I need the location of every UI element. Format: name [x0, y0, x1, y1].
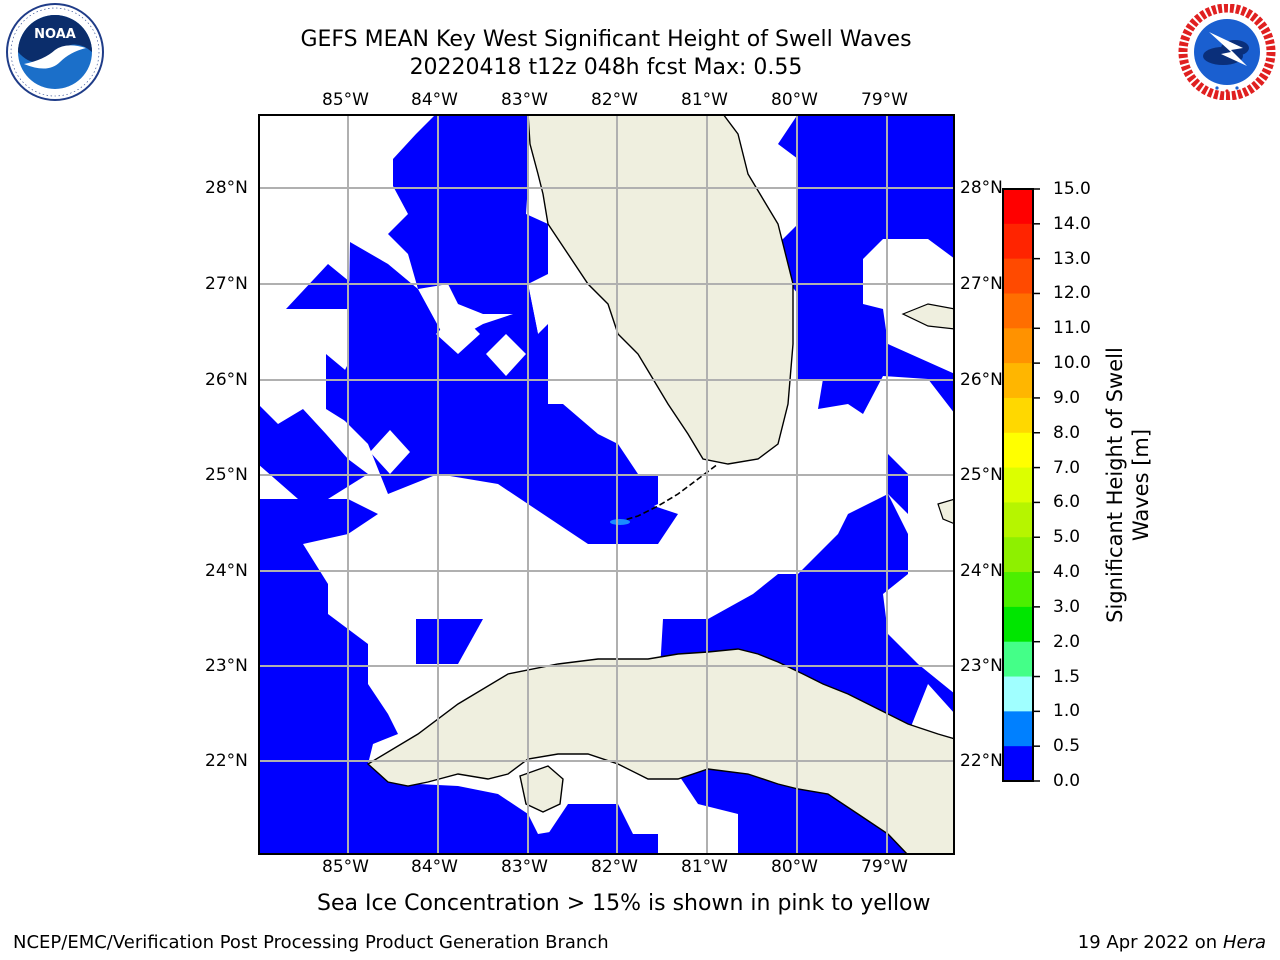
- lon-label-top: 84°W: [411, 90, 458, 110]
- colorbar: [1002, 188, 1040, 782]
- colorbar-segment: [1003, 467, 1033, 503]
- colorbar-tick-label: 6.0: [1053, 492, 1081, 513]
- colorbar-segment: [1003, 711, 1033, 747]
- bahamas-land: [901, 303, 955, 330]
- colorbar-segment: [1003, 189, 1033, 225]
- colorbar-segment: [1003, 641, 1033, 678]
- lat-label-left: 23°N: [205, 656, 248, 676]
- colorbar-segment: [1003, 537, 1033, 573]
- lon-label-bottom: 79°W: [861, 857, 908, 877]
- lat-label-left: 26°N: [205, 370, 248, 390]
- colorbar-tick-label: 11.0: [1053, 318, 1091, 339]
- sea-ice-note: Sea Ice Concentration > 15% is shown in …: [317, 891, 931, 916]
- colorbar-segment: [1003, 746, 1033, 782]
- map-frame: [258, 114, 955, 855]
- lon-label-top: 81°W: [681, 90, 728, 110]
- lat-label-right: 24°N: [960, 561, 1003, 581]
- bahamas-land-south: [937, 498, 955, 525]
- lat-label-right: 25°N: [960, 465, 1003, 485]
- colorbar-segment: [1003, 397, 1033, 434]
- noaa-logo-icon: NOAA: [6, 3, 104, 101]
- colorbar-title-line2: Waves [m]: [1129, 428, 1153, 542]
- footer-date: 19 Apr 2022 on Hera: [1078, 932, 1266, 954]
- footer-branch: NCEP/EMC/Verification Post Processing Pr…: [13, 932, 609, 953]
- lat-label-left: 25°N: [205, 465, 248, 485]
- colorbar-segment: [1003, 293, 1033, 329]
- colorbar-tick-label: 12.0: [1053, 283, 1091, 304]
- colorbar-tick-label: 5.0: [1053, 527, 1081, 548]
- lon-label-top: 83°W: [501, 90, 548, 110]
- colorbar-segment: [1003, 258, 1033, 294]
- noaa-logo-text: NOAA: [34, 27, 76, 42]
- footer-host: Hera: [1222, 932, 1266, 953]
- colorbar-tick-label: 9.0: [1053, 387, 1081, 408]
- colorbar-tick-label: 1.5: [1053, 666, 1081, 687]
- lat-label-right: 27°N: [960, 274, 1003, 294]
- colorbar-tick-label: 10.0: [1053, 353, 1091, 374]
- florida-keys: [617, 463, 719, 523]
- lon-label-top: 85°W: [322, 90, 369, 110]
- colorbar-segment: [1003, 363, 1033, 399]
- lat-label-left: 27°N: [205, 274, 248, 294]
- chart-subtitle: 20220418 t12z 048h fcst Max: 0.55: [409, 55, 803, 80]
- lon-label-bottom: 83°W: [501, 857, 548, 877]
- colorbar-tick-label: 14.0: [1053, 213, 1091, 234]
- colorbar-segment: [1003, 502, 1033, 538]
- lat-label-left: 28°N: [205, 178, 248, 198]
- isla-juventud-land: [519, 765, 564, 813]
- max-swell-patch: [610, 519, 630, 525]
- lat-label-left: 22°N: [205, 751, 248, 771]
- colorbar-tick-label: 7.0: [1053, 457, 1081, 478]
- lat-label-right: 23°N: [960, 656, 1003, 676]
- colorbar-tick-label: 3.0: [1053, 596, 1081, 617]
- lon-label-bottom: 85°W: [322, 857, 369, 877]
- colorbar-segment: [1003, 676, 1033, 712]
- swell-height-map: [258, 114, 955, 855]
- colorbar-tick-label: 8.0: [1053, 422, 1081, 443]
- colorbar-title: Significant Height of Swell Waves [m]: [1102, 315, 1154, 655]
- lon-label-bottom: 81°W: [681, 857, 728, 877]
- colorbar-tick-label: 1.0: [1053, 701, 1081, 722]
- colorbar-segment: [1003, 432, 1033, 469]
- lat-label-left: 24°N: [205, 561, 248, 581]
- lon-label-top: 82°W: [591, 90, 638, 110]
- colorbar-tick-label: 0.5: [1053, 736, 1081, 757]
- colorbar-segment: [1003, 223, 1033, 260]
- colorbar-tick-label: 2.0: [1053, 631, 1081, 652]
- colorbar-tick-label: 13.0: [1053, 248, 1091, 269]
- colorbar-title-line1: Significant Height of Swell: [1103, 347, 1127, 623]
- lon-label-bottom: 84°W: [411, 857, 458, 877]
- colorbar-frame: [1002, 188, 1034, 782]
- lon-label-bottom: 82°W: [591, 857, 638, 877]
- lat-label-right: 28°N: [960, 178, 1003, 198]
- colorbar-tick-label: 4.0: [1053, 562, 1081, 583]
- chart-title: GEFS MEAN Key West Significant Height of…: [300, 27, 912, 52]
- florida-land: [527, 114, 794, 465]
- colorbar-tick-label: 15.0: [1053, 179, 1091, 199]
- lat-label-right: 26°N: [960, 370, 1003, 390]
- lon-label-bottom: 80°W: [771, 857, 818, 877]
- lon-label-top: 80°W: [771, 90, 818, 110]
- colorbar-tick-label: 0.0: [1053, 771, 1081, 791]
- colorbar-segment: [1003, 606, 1033, 643]
- graticule: [258, 114, 955, 855]
- footer-date-text: 19 Apr 2022 on: [1077, 932, 1223, 953]
- national-weather-service-logo-icon: [1178, 4, 1276, 100]
- lat-label-right: 22°N: [960, 751, 1003, 771]
- no-data-holes: [370, 239, 955, 474]
- cuba-land: [366, 648, 955, 855]
- lon-label-top: 79°W: [861, 90, 908, 110]
- colorbar-segment: [1003, 328, 1033, 364]
- colorbar-segment: [1003, 572, 1033, 608]
